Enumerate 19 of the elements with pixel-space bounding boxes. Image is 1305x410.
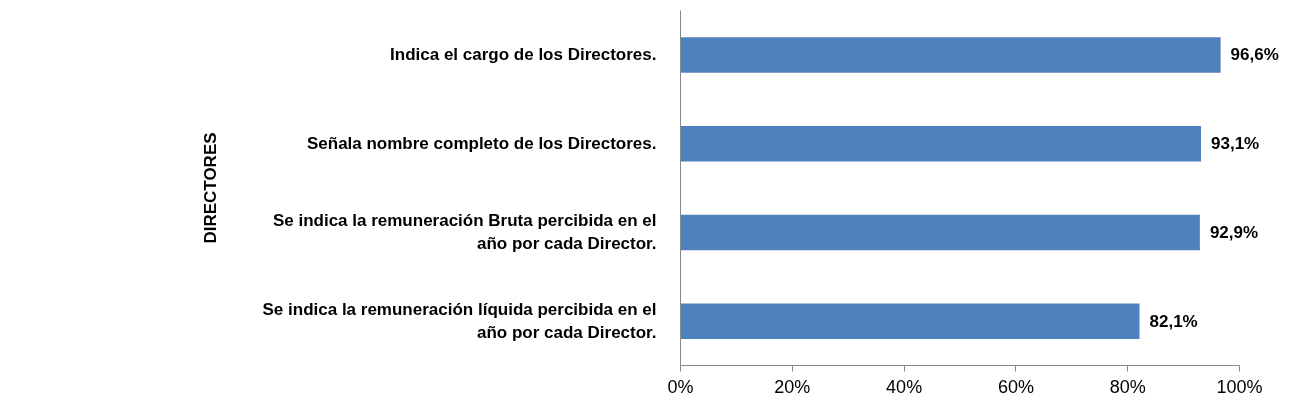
y-axis-title: DIRECTORES [200,132,220,244]
bar [680,125,1202,162]
data-label: 93,1% [1211,134,1260,154]
x-tick-label: 80% [1109,376,1146,397]
data-label: 82,1% [1149,311,1198,331]
bar [680,37,1221,73]
x-tick-label: 0% [667,376,694,397]
x-tick-label: 20% [774,376,811,397]
y-tick-label: Se indica la remuneración Bruta percibida en el año por cada Director. [272,211,657,254]
x-tick-label: 100% [1216,376,1263,397]
data-label: 92,9% [1209,222,1259,242]
x-tick-label: 60% [997,376,1034,397]
y-tick-label: Señala nombre completo de los Directores. [306,134,657,154]
bar [680,214,1200,251]
x-tick-label: 40% [886,376,923,397]
bar [680,303,1140,339]
y-tick-label: Se indica la remuneración líquida percibida en el año por cada Director. [262,300,657,343]
data-label: 96,6% [1230,45,1279,65]
y-tick-label: Indica el cargo de los Directores. [390,45,657,65]
